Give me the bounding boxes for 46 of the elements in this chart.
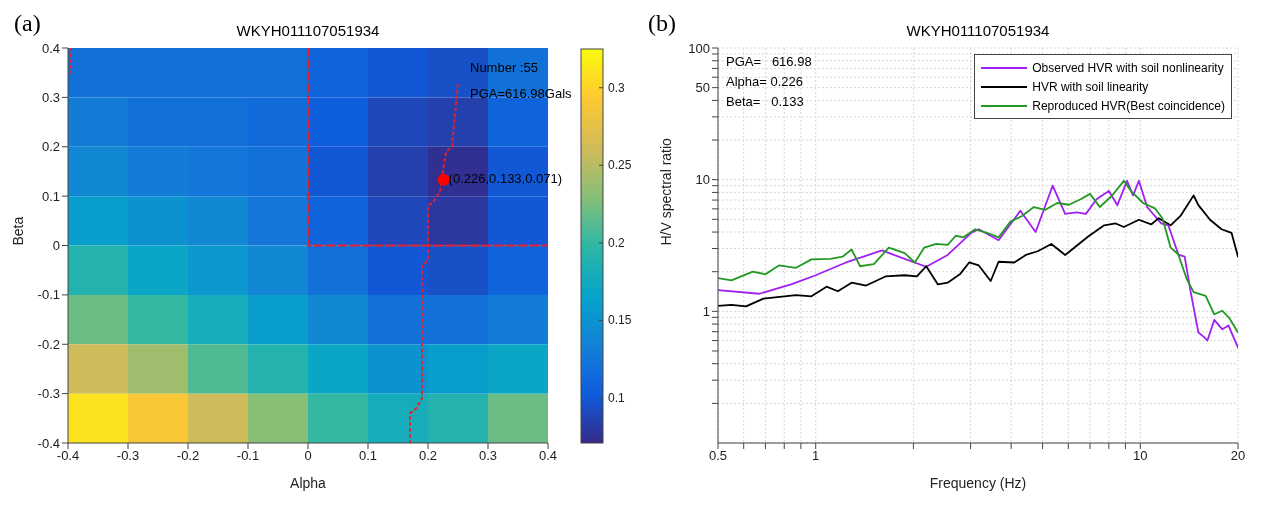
legend-label: HVR with soil linearity xyxy=(1032,79,1149,94)
x-tick-label: 0.5 xyxy=(708,448,728,464)
y-axis-title: H/V spectral ratio xyxy=(657,137,674,246)
y-tick-label: 0.2 xyxy=(41,139,60,155)
y-tick-label: -0.1 xyxy=(37,287,60,303)
x-tick-label: -0.2 xyxy=(176,448,200,464)
y-tick-label: -0.4 xyxy=(37,435,60,451)
x-tick-label: 0.3 xyxy=(478,448,498,464)
legend-label: Observed HVR with soil nonlinearity xyxy=(1032,60,1224,75)
y-tick-label: -0.3 xyxy=(37,386,60,402)
legend-label: Reproduced HVR(Best coincidence) xyxy=(1032,98,1225,113)
y-axis-title: Beta xyxy=(9,216,26,246)
annotation: Number :55 xyxy=(470,60,538,75)
x-tick-label: 1 xyxy=(812,448,820,464)
x-tick-label: 0.1 xyxy=(358,448,378,464)
y-tick-label: 1 xyxy=(702,303,710,319)
x-axis-title: Frequency (Hz) xyxy=(929,475,1027,491)
color-bar-label: 0.15 xyxy=(608,313,632,328)
color-bar-label: 0.3 xyxy=(608,80,626,95)
x-tick-label: 0 xyxy=(304,448,312,464)
x-tick-label: -0.3 xyxy=(116,448,140,464)
x-tick-label: 0.2 xyxy=(418,448,438,464)
chart-title: WKYH011107051934 xyxy=(235,22,381,39)
y-tick-label: 0.1 xyxy=(41,188,60,204)
x-tick-label: 10 xyxy=(1133,448,1148,464)
annotation: Beta= 0.133 xyxy=(726,94,804,109)
y-tick-label: 50 xyxy=(695,80,710,96)
y-tick-label: 100 xyxy=(688,40,710,56)
annotation: Alpha= 0.226 xyxy=(726,74,803,89)
y-tick-label: 0.4 xyxy=(41,40,60,56)
color-bar-label: 0.25 xyxy=(608,158,632,173)
x-tick-label: 20 xyxy=(1230,448,1246,464)
text: (a) xyxy=(14,10,41,37)
y-tick-label: -0.2 xyxy=(37,336,60,352)
text: (b) xyxy=(648,10,676,37)
color-bar-label: 0.2 xyxy=(608,235,626,250)
y-tick-label: 0.3 xyxy=(41,89,60,105)
chart-title: WKYH011107051934 xyxy=(905,22,1051,39)
color-bar-label: 0.1 xyxy=(608,391,626,406)
annotation: PGA= 616.98 xyxy=(726,54,812,69)
x-tick-label: 0.4 xyxy=(538,448,558,464)
x-axis-title: Alpha xyxy=(290,475,327,491)
x-tick-label: -0.4 xyxy=(56,448,80,464)
y-tick-label: 10 xyxy=(695,172,710,188)
x-tick-label: -0.1 xyxy=(236,448,260,464)
y-tick-label: 0 xyxy=(52,238,60,254)
